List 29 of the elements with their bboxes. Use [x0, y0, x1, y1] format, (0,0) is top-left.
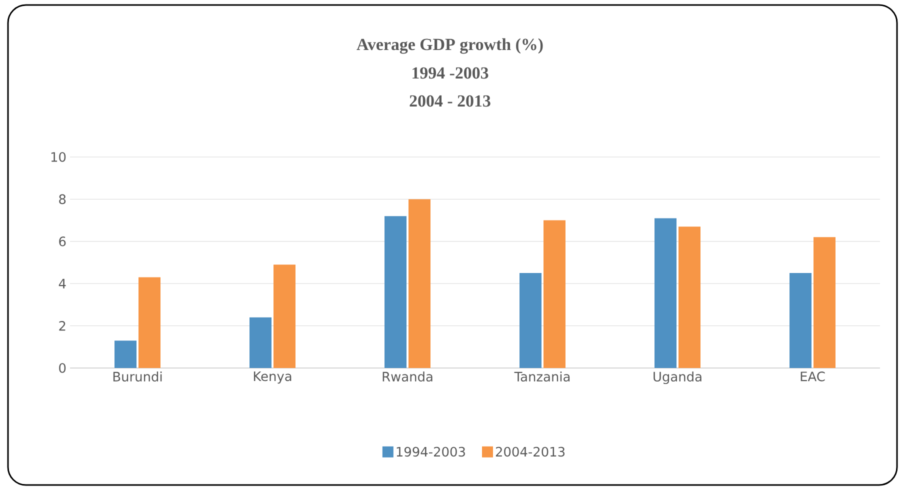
bar — [544, 220, 566, 368]
bar — [408, 199, 430, 368]
y-tick-label: 2 — [59, 320, 66, 331]
y-tick-label: 6 — [59, 236, 66, 246]
x-tick-label: Uganda — [654, 372, 702, 384]
x-tick-label: Kenya — [254, 372, 292, 384]
bar — [384, 216, 407, 368]
legend-label: 2004-2013 — [496, 446, 565, 457]
bar — [678, 226, 700, 368]
y-tick-label: 0 — [59, 363, 66, 373]
text: 2004 - 2013 — [410, 95, 490, 107]
x-tick-label: EAC — [800, 372, 825, 382]
x-tick-label: Tanzania — [514, 372, 570, 382]
bar — [138, 277, 160, 368]
bar — [790, 273, 812, 368]
bar — [114, 340, 137, 368]
x-tick-label: Rwanda — [382, 372, 432, 382]
bar — [520, 273, 542, 368]
bar — [250, 317, 272, 368]
x-tick-label: Burundi — [113, 372, 162, 382]
y-tick-label: 4 — [58, 278, 66, 288]
y-tick-label: 8 — [59, 194, 66, 204]
bar — [814, 237, 836, 368]
y-tick-label: 10 — [51, 152, 66, 162]
legend-label: 1994-2003 — [396, 446, 465, 457]
bar — [654, 218, 677, 368]
bar — [273, 264, 296, 368]
text: 1994 -2003 — [412, 67, 488, 79]
chart-title: Average GDP growth (%) — [356, 38, 543, 54]
